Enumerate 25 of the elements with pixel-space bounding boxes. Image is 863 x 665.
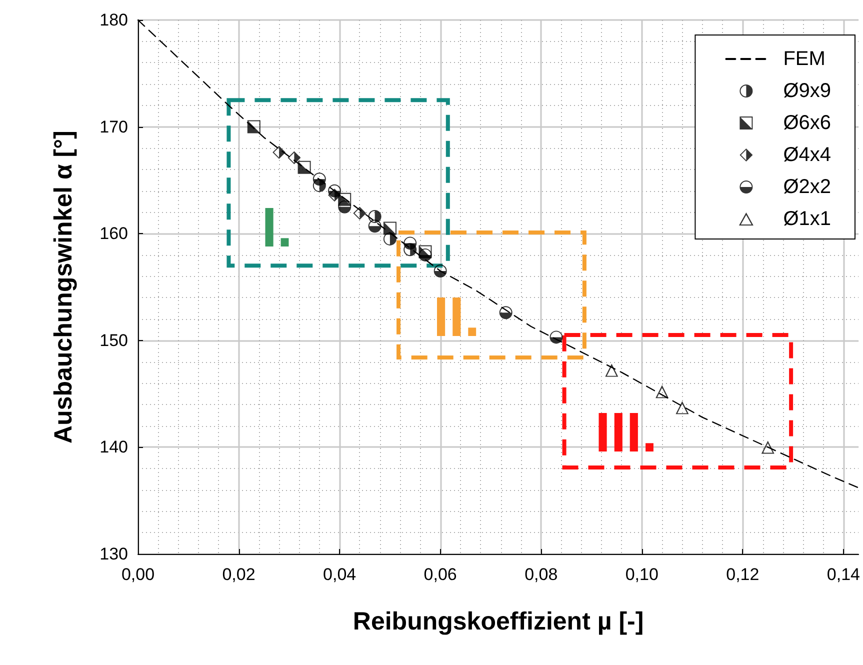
y-tick-label: 150 (100, 330, 128, 350)
annotation: II. (433, 285, 480, 348)
x-axis-title: Reibungskoeffizient µ [-] (352, 608, 644, 636)
legend-label: Ø4x4 (783, 144, 832, 166)
legend-label: Ø1x1 (783, 208, 832, 230)
annotation: III. (595, 400, 658, 464)
annotation: I. (261, 195, 293, 258)
y-tick-label: 180 (100, 10, 128, 30)
legend-label: Ø9x9 (783, 80, 832, 102)
legend-label: Ø6x6 (783, 112, 832, 134)
x-tick-label: 0,08 (524, 565, 558, 584)
x-tick-label: 0,00 (121, 565, 155, 584)
x-tick-label: 0,06 (424, 565, 457, 584)
x-tick-label: 0,14 (826, 565, 860, 584)
legend-label: FEM (783, 48, 826, 70)
y-tick-label: 140 (100, 438, 128, 457)
y-axis-title: Ausbauchungswinkel α [°] (50, 130, 78, 444)
y-tick-label: 170 (100, 117, 128, 136)
y-tick-label: 130 (100, 544, 128, 564)
legend-label: Ø2x2 (783, 176, 832, 198)
x-tick-label: 0,02 (222, 565, 256, 584)
y-tick-label: 160 (100, 224, 128, 244)
x-tick-label: 0,12 (726, 565, 760, 584)
x-tick-label: 0,04 (323, 565, 356, 584)
x-tick-label: 0,10 (625, 565, 658, 584)
